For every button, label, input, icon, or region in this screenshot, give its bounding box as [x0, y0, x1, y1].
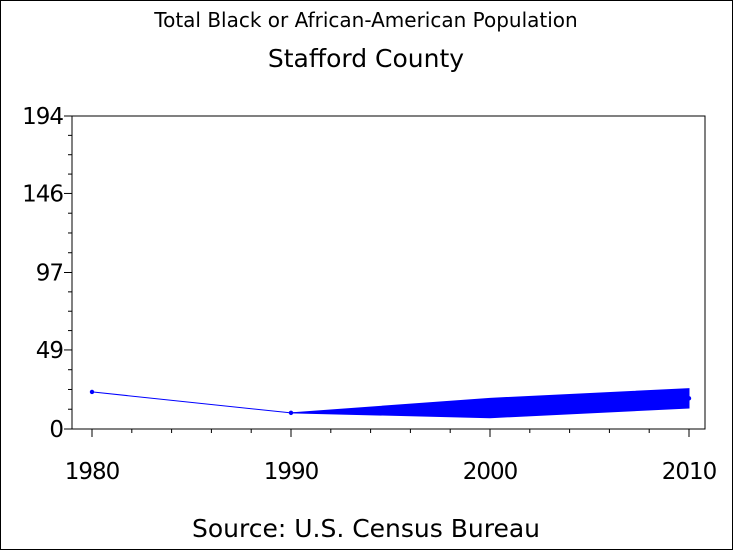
data-point: [288, 410, 294, 416]
series-line: [91, 391, 690, 414]
y-tick-label: 49: [36, 338, 64, 364]
x-tick-label: 1990: [264, 459, 319, 485]
y-tick-label: 194: [22, 104, 63, 130]
chart-subtitle: Stafford County: [268, 44, 464, 73]
x-tick-label: 2000: [463, 459, 518, 485]
range-band-area: [290, 388, 690, 419]
range-band: [290, 388, 690, 419]
chart-title: Total Black or African-American Populati…: [153, 8, 577, 32]
x-tick-label: 1980: [65, 459, 120, 485]
x-axis: 1980 1990 2000 2010: [65, 429, 718, 485]
source-footnote: Source: U.S. Census Bureau: [192, 514, 540, 543]
y-tick-label: 0: [49, 417, 63, 443]
x-tick-label: 2010: [662, 459, 717, 485]
y-tick-label: 146: [22, 181, 63, 207]
plot-area: [71, 115, 706, 430]
data-point: [89, 389, 95, 395]
data-point: [686, 396, 692, 401]
series-layer: [89, 389, 692, 416]
y-axis: 0 49 97 146 194: [22, 104, 72, 443]
data-point: [487, 404, 493, 409]
y-tick-label: 97: [36, 261, 63, 287]
